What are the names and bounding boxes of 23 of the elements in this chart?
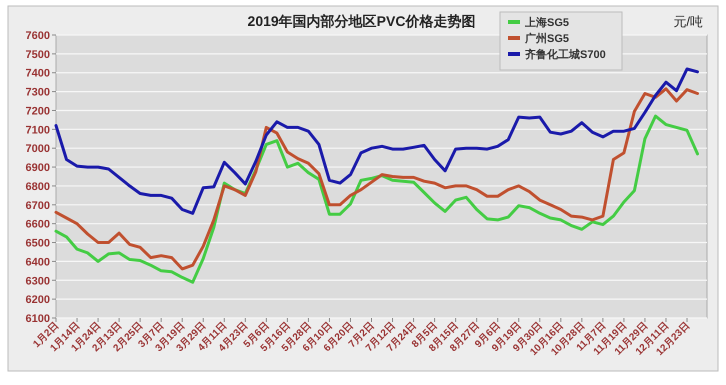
- y-tick-label: 6400: [26, 256, 50, 268]
- y-axis-title: 元/吨: [673, 14, 703, 29]
- legend-label: 上海SG5: [524, 16, 570, 29]
- y-tick-label: 7500: [26, 48, 50, 61]
- y-tick-label: 6600: [26, 218, 50, 231]
- y-tick-label: 7300: [26, 86, 50, 99]
- legend-label: 广州SG5: [524, 32, 570, 45]
- y-tick-label: 7200: [26, 105, 50, 118]
- y-tick-label: 6900: [26, 162, 50, 174]
- line-series: [54, 68, 699, 215]
- y-tick-label: 6200: [26, 294, 50, 306]
- line-series: [54, 87, 699, 270]
- y-tick-label: 7000: [26, 143, 50, 156]
- y-tick-label: 7100: [26, 124, 50, 136]
- y-tick-label: 7600: [26, 30, 50, 42]
- legend-label: 齐鲁化工城S700: [525, 48, 606, 61]
- y-tick-label: 6300: [26, 275, 50, 288]
- y-tick-label: 7400: [26, 68, 50, 80]
- y-tick-label: 6700: [26, 200, 50, 212]
- chart-title: 2019年国内部分地区PVC价格走势图: [248, 13, 476, 29]
- y-tick-label: 6500: [26, 238, 50, 250]
- y-tick-label: 6100: [26, 313, 50, 325]
- y-tick-label: 6800: [26, 180, 50, 193]
